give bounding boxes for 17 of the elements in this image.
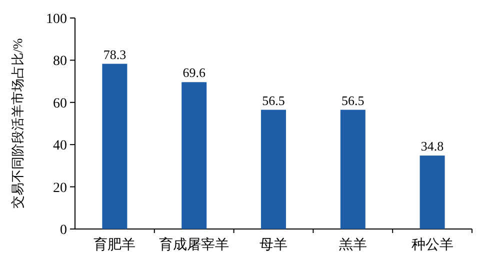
data-label: 34.8 (420, 138, 444, 154)
y-tick-label: 80 (53, 54, 67, 70)
y-tick-label: 40 (53, 138, 67, 154)
y-tick-label: 20 (53, 180, 67, 196)
x-tick-label: 羔羊 (338, 237, 367, 253)
x-tick-label: 育成屠宰羊 (159, 236, 230, 253)
x-tick-label: 种公羊 (411, 237, 454, 253)
y-tick-label: 100 (46, 12, 67, 27)
x-tick-label: 育肥羊 (94, 236, 136, 253)
y-axis-title: 交易不同阶段活羊市场占比/% (10, 38, 25, 209)
x-tick-label: 母羊 (260, 237, 288, 253)
data-label: 69.6 (182, 65, 206, 80)
y-tick-label: 60 (53, 96, 67, 112)
data-label: 56.5 (342, 92, 364, 108)
data-label: 78.3 (103, 46, 126, 62)
data-label: 56.5 (262, 92, 285, 108)
y-tick-label: 0 (60, 223, 67, 238)
